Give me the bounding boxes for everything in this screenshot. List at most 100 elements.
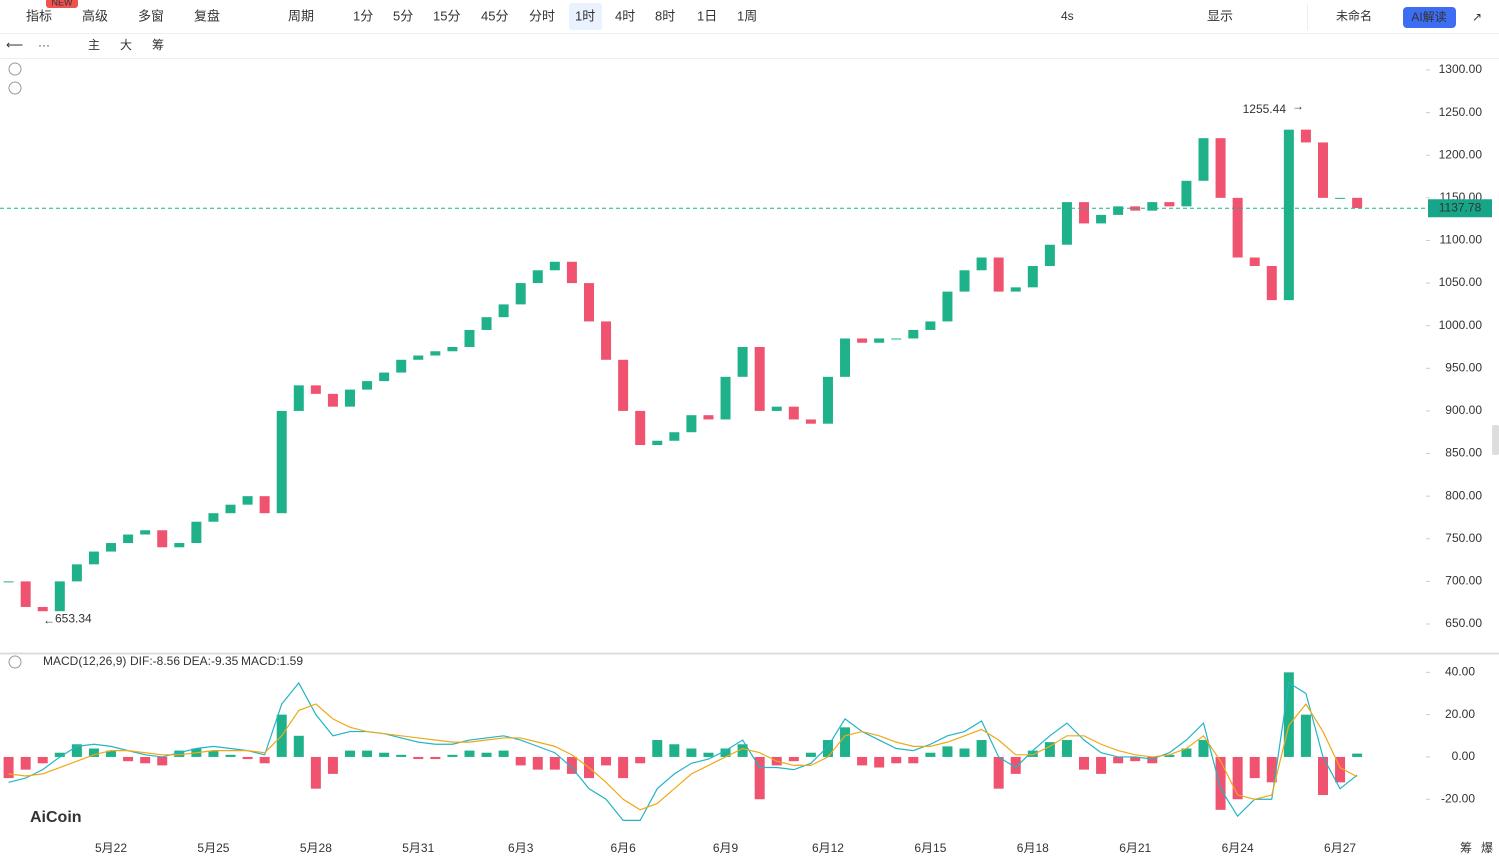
candle [993, 257, 1004, 292]
candle [1181, 180, 1192, 207]
candle [1164, 202, 1175, 207]
candle [276, 410, 287, 514]
candle [754, 347, 765, 411]
x-tick-label: 5月25 [197, 841, 229, 855]
macd-bar [1130, 756, 1141, 762]
period-button[interactable]: 分时 [529, 8, 555, 23]
toolbar-button[interactable]: 复盘 [194, 8, 220, 23]
macd-bar [310, 756, 321, 789]
candle [447, 347, 458, 352]
period-menu[interactable]: 周期 [288, 8, 314, 23]
tool-button[interactable]: 筹 [152, 38, 164, 52]
macd-bar [498, 750, 509, 757]
candle [157, 530, 168, 548]
candle [242, 496, 253, 505]
x-tick-label: 5月22 [95, 841, 127, 855]
scroll-tab[interactable] [1492, 425, 1499, 455]
candle [225, 504, 236, 514]
candle [310, 385, 321, 394]
ai-button-bg[interactable] [1403, 7, 1456, 28]
x-tick-label: 6月27 [1324, 841, 1356, 855]
period-button[interactable]: 1时 [575, 8, 595, 23]
display-button[interactable]: 显示 [1207, 8, 1233, 23]
share-icon[interactable]: ↗ [1472, 10, 1482, 24]
candle [942, 291, 953, 322]
period-button[interactable]: 45分 [481, 8, 508, 23]
period-button[interactable]: 1分 [353, 8, 373, 23]
candle [1249, 257, 1260, 267]
x-tick-label: 6月6 [610, 841, 636, 855]
back-icon[interactable]: ⟵ [6, 38, 23, 52]
candle [908, 329, 919, 339]
candle [464, 329, 475, 348]
candle [379, 372, 390, 382]
macd-bar [891, 756, 902, 764]
logo: AiCoin [30, 809, 82, 826]
y-tick-label: 1050.00 [1439, 275, 1483, 289]
candle [857, 338, 868, 343]
y-tick-label: 0.00 [1452, 749, 1476, 763]
macd-bar [447, 754, 458, 757]
period-button[interactable]: 8时 [655, 8, 675, 23]
macd-bar [840, 727, 851, 757]
candle [652, 440, 663, 446]
toolbar-button[interactable]: 高级 [82, 8, 108, 23]
macd-bar [1147, 756, 1158, 764]
expand-icon[interactable] [8, 62, 22, 76]
more-icon[interactable]: ··· [38, 38, 50, 52]
arrow: → [1292, 99, 1304, 113]
candle [976, 257, 987, 271]
tool-button[interactable]: 主 [88, 38, 100, 52]
candle [191, 521, 202, 544]
last-price-box [1428, 199, 1492, 218]
tool-button[interactable]: 大 [120, 38, 132, 52]
macd-bar [635, 756, 646, 764]
candle [805, 419, 816, 424]
period-button[interactable]: 4时 [615, 8, 635, 23]
macd-bar [976, 740, 987, 757]
y-tick-label: 750.00 [1445, 531, 1482, 545]
macd-bar [566, 756, 577, 774]
x-tick-label: 6月15 [914, 841, 946, 855]
macd-bar [327, 756, 338, 774]
refresh[interactable]: 4s [1061, 9, 1074, 23]
layout-name[interactable]: 未命名 [1336, 8, 1372, 23]
candle [1215, 138, 1226, 198]
candle [208, 513, 219, 522]
candle [88, 551, 99, 565]
macd-bar [88, 748, 99, 757]
expand-icon[interactable] [8, 81, 22, 95]
macd-bar [1010, 756, 1021, 774]
toolbar-button[interactable]: 多窗 [138, 8, 164, 23]
macd-bar [1352, 753, 1363, 757]
macd-bar [54, 752, 65, 757]
macd-legend: DIF:-8.56 [130, 654, 180, 668]
period-button[interactable]: 5分 [393, 8, 413, 23]
macd-bar [942, 746, 953, 757]
candle [583, 283, 594, 322]
side-tab[interactable]: 爆 [1481, 841, 1493, 855]
candle [737, 347, 748, 377]
period-button[interactable]: 1周 [737, 8, 757, 23]
macd-bar [242, 756, 253, 760]
toolbar-button[interactable]: 指标 [26, 8, 52, 23]
macd-bar [140, 756, 151, 764]
candle [874, 338, 885, 343]
candle [293, 385, 304, 411]
candle [396, 359, 407, 373]
ai-button[interactable]: AI解读 [1411, 10, 1446, 24]
macd-bar [601, 756, 612, 766]
macd-bar [1027, 750, 1038, 757]
period-button[interactable]: 1日 [697, 8, 717, 23]
candle [1096, 214, 1107, 224]
collapse-icon[interactable] [8, 655, 22, 669]
side-tab[interactable]: 筹 [1460, 841, 1472, 855]
macd-bar [703, 752, 714, 757]
macd-bar [362, 750, 373, 757]
period-button[interactable]: 15分 [433, 8, 460, 23]
macd-bar [737, 744, 748, 757]
candle [515, 283, 526, 305]
macd-bar [3, 756, 14, 779]
macd-bar [1164, 754, 1175, 757]
